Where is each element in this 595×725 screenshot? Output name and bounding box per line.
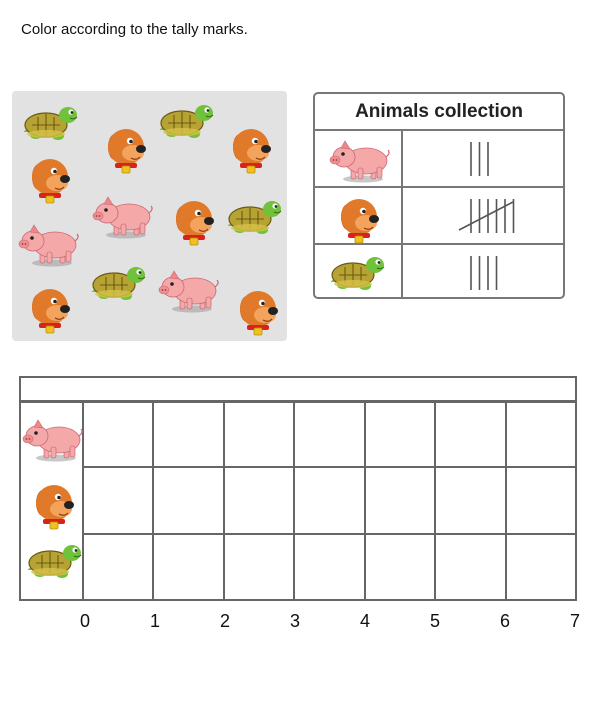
axis-label-7: 7	[569, 611, 580, 631]
tally-pic-cell	[315, 131, 403, 186]
tally-marks-cell	[403, 245, 563, 297]
tally-row-pig	[315, 131, 563, 188]
axis-label-4: 4	[359, 611, 370, 631]
tally-pic-cell	[315, 188, 403, 244]
axis-label-5: 5	[429, 611, 440, 631]
tally-pic-cell	[315, 245, 403, 297]
axis-label-2: 2	[219, 611, 230, 631]
dog-icon	[30, 479, 80, 536]
instruction-text: Color according to the tally marks.	[21, 21, 248, 38]
axis-label-3: 3	[289, 611, 300, 631]
dog-icon	[227, 123, 277, 180]
turtle-icon	[159, 101, 216, 146]
axis-label-6: 6	[499, 611, 510, 631]
axis-label-1: 1	[149, 611, 160, 631]
dog-icon	[234, 285, 284, 342]
turtle-icon	[91, 263, 148, 308]
pig-icon	[92, 195, 154, 246]
tally-table: Animals collection	[313, 92, 565, 299]
animal-picture-panel	[12, 91, 287, 341]
axis-label-0: 0	[79, 611, 90, 631]
pig-icon	[18, 223, 80, 274]
tally-marks-cell	[403, 131, 563, 186]
tally-row-dog	[315, 188, 563, 245]
dog-icon	[26, 153, 76, 210]
tally-row-turtle	[315, 245, 563, 297]
pig-icon	[158, 269, 220, 320]
tally-marks	[458, 199, 515, 233]
dog-icon	[26, 283, 76, 340]
dog-icon	[170, 195, 220, 252]
turtle-icon	[27, 541, 84, 586]
pictograph-grid	[19, 401, 577, 601]
pig-icon	[329, 139, 391, 190]
graph-title-box	[19, 376, 577, 402]
pig-icon	[22, 418, 84, 469]
turtle-icon	[23, 103, 80, 148]
tally-table-title: Animals collection	[315, 94, 563, 131]
turtle-icon	[330, 253, 387, 297]
turtle-icon	[227, 197, 284, 242]
tally-marks	[470, 256, 498, 290]
tally-marks	[470, 142, 489, 176]
tally-marks-cell	[403, 188, 563, 243]
dog-icon	[102, 123, 152, 180]
tally-strike	[458, 201, 514, 231]
dog-icon	[335, 193, 385, 250]
